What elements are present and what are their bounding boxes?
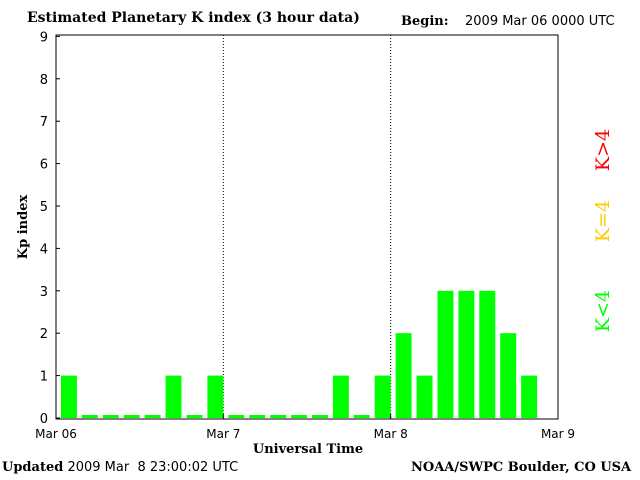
y-axis-label: Kp index	[16, 195, 31, 260]
kp-bar	[123, 415, 140, 418]
y-tick-label: 4	[40, 242, 48, 257]
kp-bar	[249, 415, 266, 418]
y-tick-label: 7	[40, 115, 48, 130]
kp-bar	[144, 415, 161, 418]
legend-entry: K=4	[592, 200, 614, 242]
kp-bar	[61, 375, 77, 418]
x-tick-label: Mar 9	[541, 427, 575, 441]
kp-bar	[312, 415, 328, 418]
bars	[61, 290, 538, 418]
x-tick-label: Mar 7	[206, 427, 240, 441]
plot-frame	[55, 34, 559, 420]
kp-bar	[207, 375, 224, 418]
legend: K<4 K=4 K>4	[592, 129, 614, 332]
kp-bar	[521, 375, 538, 418]
y-tick-label: 3	[40, 285, 48, 300]
kp-bar	[228, 415, 245, 418]
x-axis-label: Universal Time	[253, 442, 363, 457]
kp-bar	[165, 375, 182, 418]
kp-bar	[270, 415, 287, 418]
begin-value: 2009 Mar 06 0000 UTC	[465, 14, 615, 29]
kp-bar	[332, 375, 349, 418]
day-dividers	[222, 35, 392, 419]
y-tick-label: 5	[40, 200, 48, 215]
kp-bar	[500, 333, 517, 418]
y-tick-label: 6	[40, 158, 48, 173]
kp-bar	[374, 375, 391, 418]
y-tick-label: 9	[40, 30, 48, 45]
begin-label: Begin:	[401, 14, 449, 29]
kp-bar	[437, 290, 454, 418]
kp-bar	[186, 415, 203, 418]
kp-bar	[458, 290, 475, 418]
y-tick-label: 2	[40, 327, 48, 342]
kp-bar	[291, 415, 307, 418]
x-tick-label: Mar 8	[374, 427, 408, 441]
y-tick-label: 8	[40, 73, 48, 88]
y-axis-ticks: 0 1 2 3 4 5 6 7 8 9	[40, 30, 60, 427]
updated-value: 2009 Mar 8 23:00:02 UTC	[67, 460, 239, 475]
legend-entry: K<4	[592, 290, 614, 332]
kp-bar	[416, 375, 433, 418]
updated-timestamp: Updated 2009 Mar 8 23:00:02 UTC	[2, 460, 238, 475]
x-tick-label: Mar 06	[35, 427, 77, 441]
updated-label: Updated	[2, 460, 64, 475]
kp-bar	[395, 333, 412, 418]
kp-bar	[353, 415, 370, 418]
y-tick-label: 1	[40, 370, 48, 385]
credit-text: NOAA/SWPC Boulder, CO USA	[411, 460, 632, 475]
kp-bar	[102, 415, 119, 418]
x-axis-ticks: Mar 06 Mar 7 Mar 8 Mar 9	[35, 414, 575, 441]
kp-bar	[479, 290, 496, 418]
y-tick-label: 0	[40, 412, 48, 427]
chart-title: Estimated Planetary K index (3 hour data…	[27, 10, 360, 26]
legend-entry: K>4	[592, 129, 614, 171]
kp-bar	[81, 415, 98, 418]
